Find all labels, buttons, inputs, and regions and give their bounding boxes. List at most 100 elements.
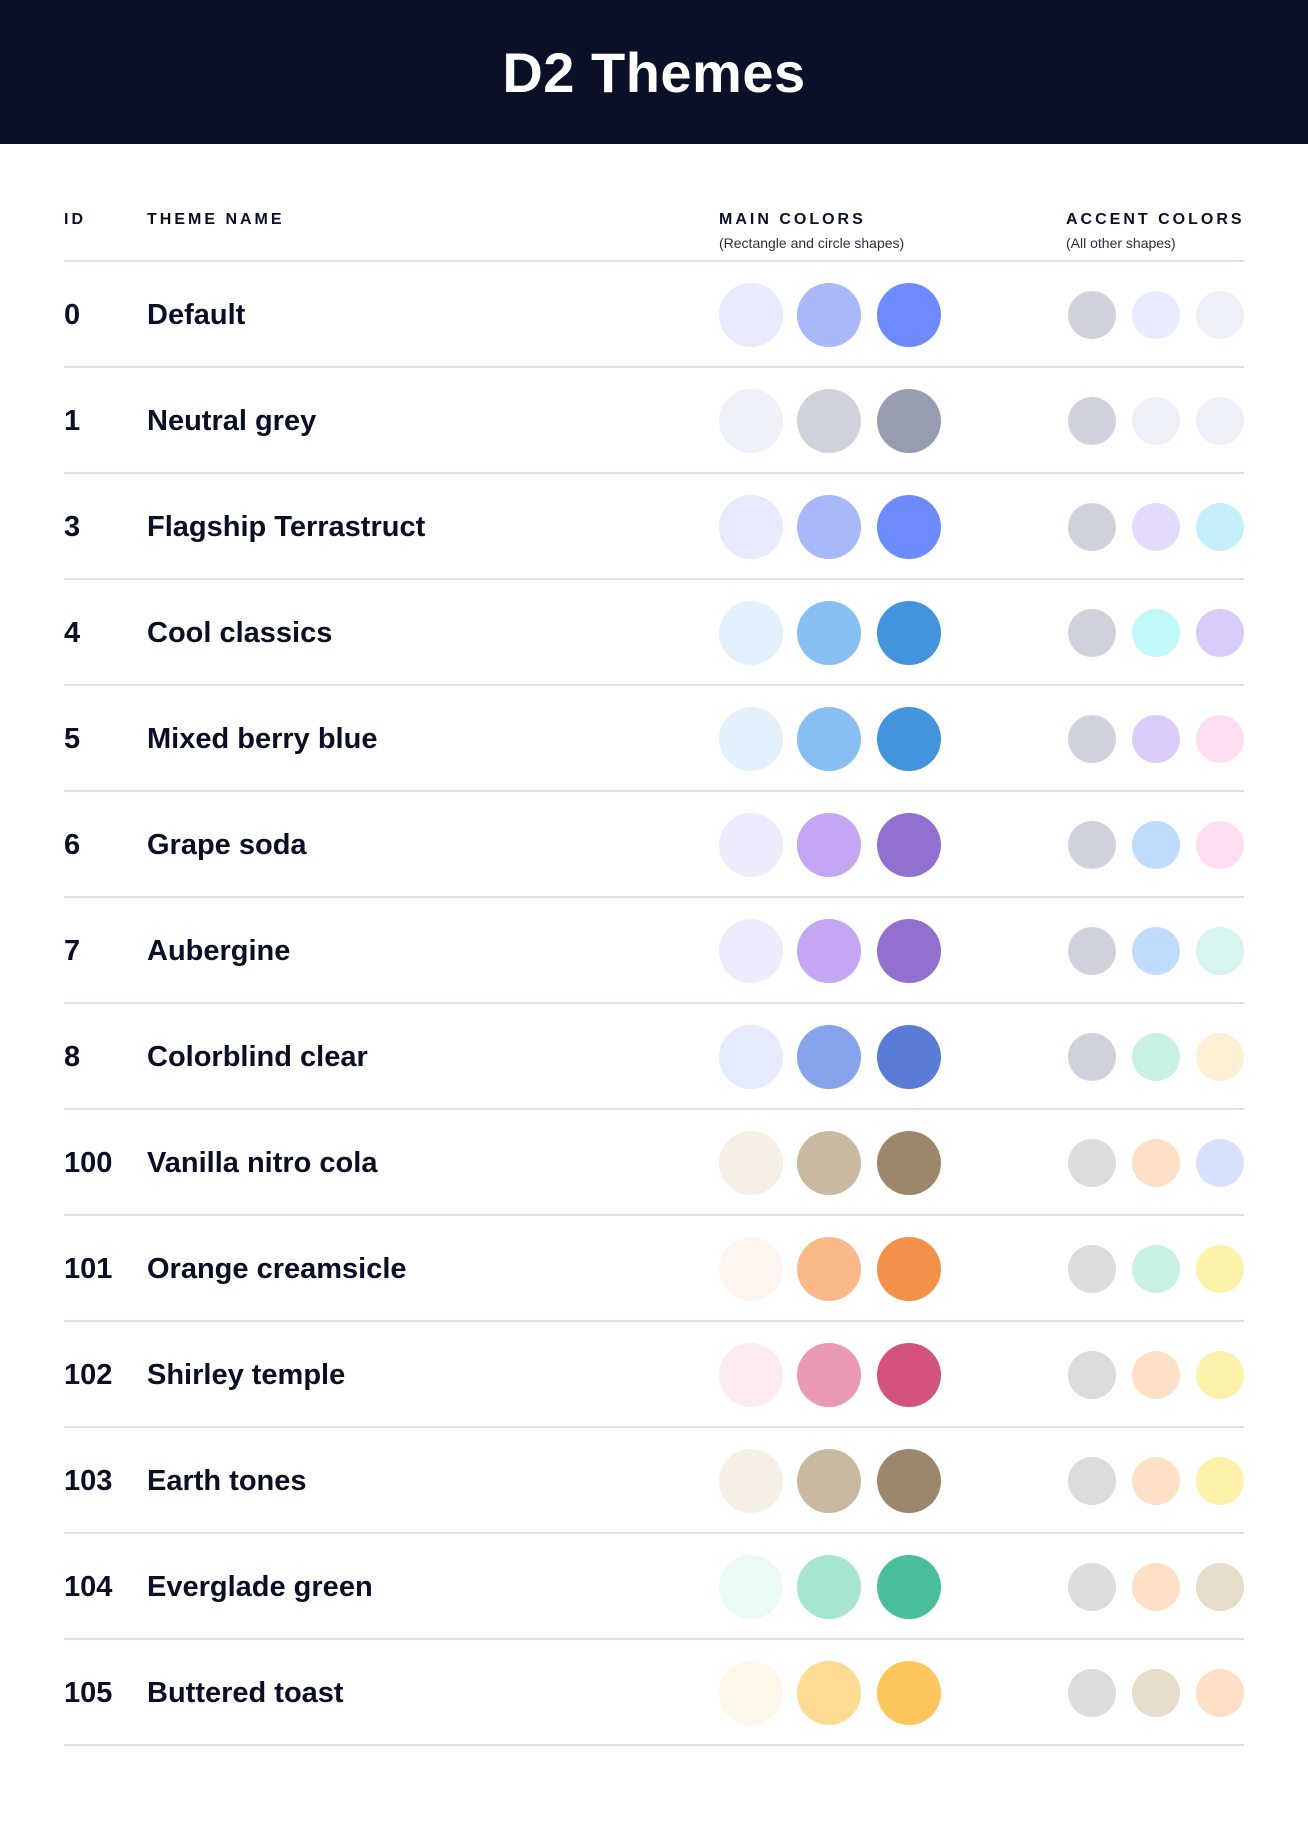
theme-row: 100 Vanilla nitro cola <box>0 1110 1308 1216</box>
accent-color-swatch <box>1132 715 1180 763</box>
main-color-swatch <box>797 1555 861 1619</box>
main-color-swatch <box>877 1237 941 1301</box>
theme-name: Default <box>147 299 246 331</box>
theme-id: 0 <box>64 299 81 331</box>
accent-color-swatch <box>1132 397 1180 445</box>
theme-row: 103 Earth tones <box>0 1428 1308 1534</box>
theme-name: Flagship Terrastruct <box>147 511 426 543</box>
accent-color-swatch <box>1068 927 1116 975</box>
accent-color-swatch <box>1196 715 1244 763</box>
main-color-swatch <box>877 1025 941 1089</box>
column-header-accent-colors: ACCENT COLORS <box>1066 211 1245 228</box>
theme-row: 8 Colorblind clear <box>0 1004 1308 1110</box>
column-subheader-accent-colors: (All other shapes) <box>1066 235 1176 251</box>
main-color-swatch <box>719 707 783 771</box>
accent-color-swatch <box>1068 1669 1116 1717</box>
theme-row: 0 Default <box>0 262 1308 368</box>
accent-color-swatch <box>1068 291 1116 339</box>
row-divider <box>64 1638 1244 1640</box>
accent-color-swatch <box>1068 1351 1116 1399</box>
main-color-swatch <box>719 1555 783 1619</box>
theme-id: 103 <box>64 1465 113 1497</box>
theme-name: Cool classics <box>147 617 333 649</box>
accent-color-swatch <box>1132 1669 1180 1717</box>
row-divider <box>64 1426 1244 1428</box>
accent-color-swatch <box>1068 397 1116 445</box>
accent-color-swatch <box>1068 715 1116 763</box>
accent-color-swatch <box>1132 927 1180 975</box>
row-divider <box>64 472 1244 474</box>
accent-color-swatch <box>1196 397 1244 445</box>
theme-name: Everglade green <box>147 1571 373 1603</box>
main-color-swatch <box>719 1237 783 1301</box>
main-color-swatch <box>797 1025 861 1089</box>
main-color-swatch <box>719 1661 783 1725</box>
accent-color-swatch <box>1132 1351 1180 1399</box>
row-divider <box>64 1108 1244 1110</box>
theme-id: 7 <box>64 935 81 967</box>
theme-name: Aubergine <box>147 935 291 967</box>
main-color-swatch <box>877 919 941 983</box>
accent-color-swatch <box>1196 503 1244 551</box>
main-color-swatch <box>877 601 941 665</box>
main-color-swatch <box>797 1343 861 1407</box>
theme-name: Vanilla nitro cola <box>147 1147 378 1179</box>
main-color-swatch <box>877 813 941 877</box>
accent-color-swatch <box>1132 1563 1180 1611</box>
accent-color-swatch <box>1132 503 1180 551</box>
row-divider <box>64 578 1244 580</box>
accent-color-swatch <box>1068 1563 1116 1611</box>
row-divider <box>64 1320 1244 1322</box>
page-title: D2 Themes <box>502 40 806 104</box>
theme-id: 6 <box>64 829 81 861</box>
main-color-swatch <box>797 813 861 877</box>
main-color-swatch <box>797 1661 861 1725</box>
main-color-swatch <box>797 1237 861 1301</box>
theme-id: 102 <box>64 1359 113 1391</box>
main-color-swatch <box>719 601 783 665</box>
accent-color-swatch <box>1196 1139 1244 1187</box>
page-header: D2 Themes <box>0 0 1308 144</box>
accent-color-swatch <box>1068 1245 1116 1293</box>
main-color-swatch <box>797 919 861 983</box>
main-color-swatch <box>877 707 941 771</box>
accent-color-swatch <box>1132 1245 1180 1293</box>
theme-row: 6 Grape soda <box>0 792 1308 898</box>
main-color-swatch <box>877 283 941 347</box>
main-color-swatch <box>797 601 861 665</box>
row-divider <box>64 366 1244 368</box>
row-divider <box>64 896 1244 898</box>
main-color-swatch <box>719 495 783 559</box>
main-color-swatch <box>797 283 861 347</box>
accent-color-swatch <box>1132 1457 1180 1505</box>
theme-id: 101 <box>64 1253 113 1285</box>
accent-color-swatch <box>1068 609 1116 657</box>
main-color-swatch <box>797 389 861 453</box>
main-color-swatch <box>719 283 783 347</box>
theme-row: 5 Mixed berry blue <box>0 686 1308 792</box>
main-color-swatch <box>797 1131 861 1195</box>
main-color-swatch <box>797 495 861 559</box>
column-header-theme-name: THEME NAME <box>147 211 285 228</box>
theme-name: Shirley temple <box>147 1359 346 1391</box>
theme-name: Orange creamsicle <box>147 1253 407 1285</box>
row-divider <box>64 1214 1244 1216</box>
row-divider <box>64 790 1244 792</box>
theme-row: 1 Neutral grey <box>0 368 1308 474</box>
main-color-swatch <box>719 1449 783 1513</box>
theme-id: 104 <box>64 1571 113 1603</box>
theme-row: 104 Everglade green <box>0 1534 1308 1640</box>
theme-row: 101 Orange creamsicle <box>0 1216 1308 1322</box>
column-subheader-main-colors: (Rectangle and circle shapes) <box>719 235 905 251</box>
main-color-swatch <box>719 813 783 877</box>
accent-color-swatch <box>1068 1457 1116 1505</box>
column-header-id: ID <box>64 211 86 228</box>
row-divider <box>64 1532 1244 1534</box>
accent-color-swatch <box>1196 1457 1244 1505</box>
row-divider <box>64 1002 1244 1004</box>
main-color-swatch <box>719 389 783 453</box>
accent-color-swatch <box>1196 821 1244 869</box>
theme-row: 4 Cool classics <box>0 580 1308 686</box>
theme-id: 3 <box>64 511 81 543</box>
accent-color-swatch <box>1132 1033 1180 1081</box>
